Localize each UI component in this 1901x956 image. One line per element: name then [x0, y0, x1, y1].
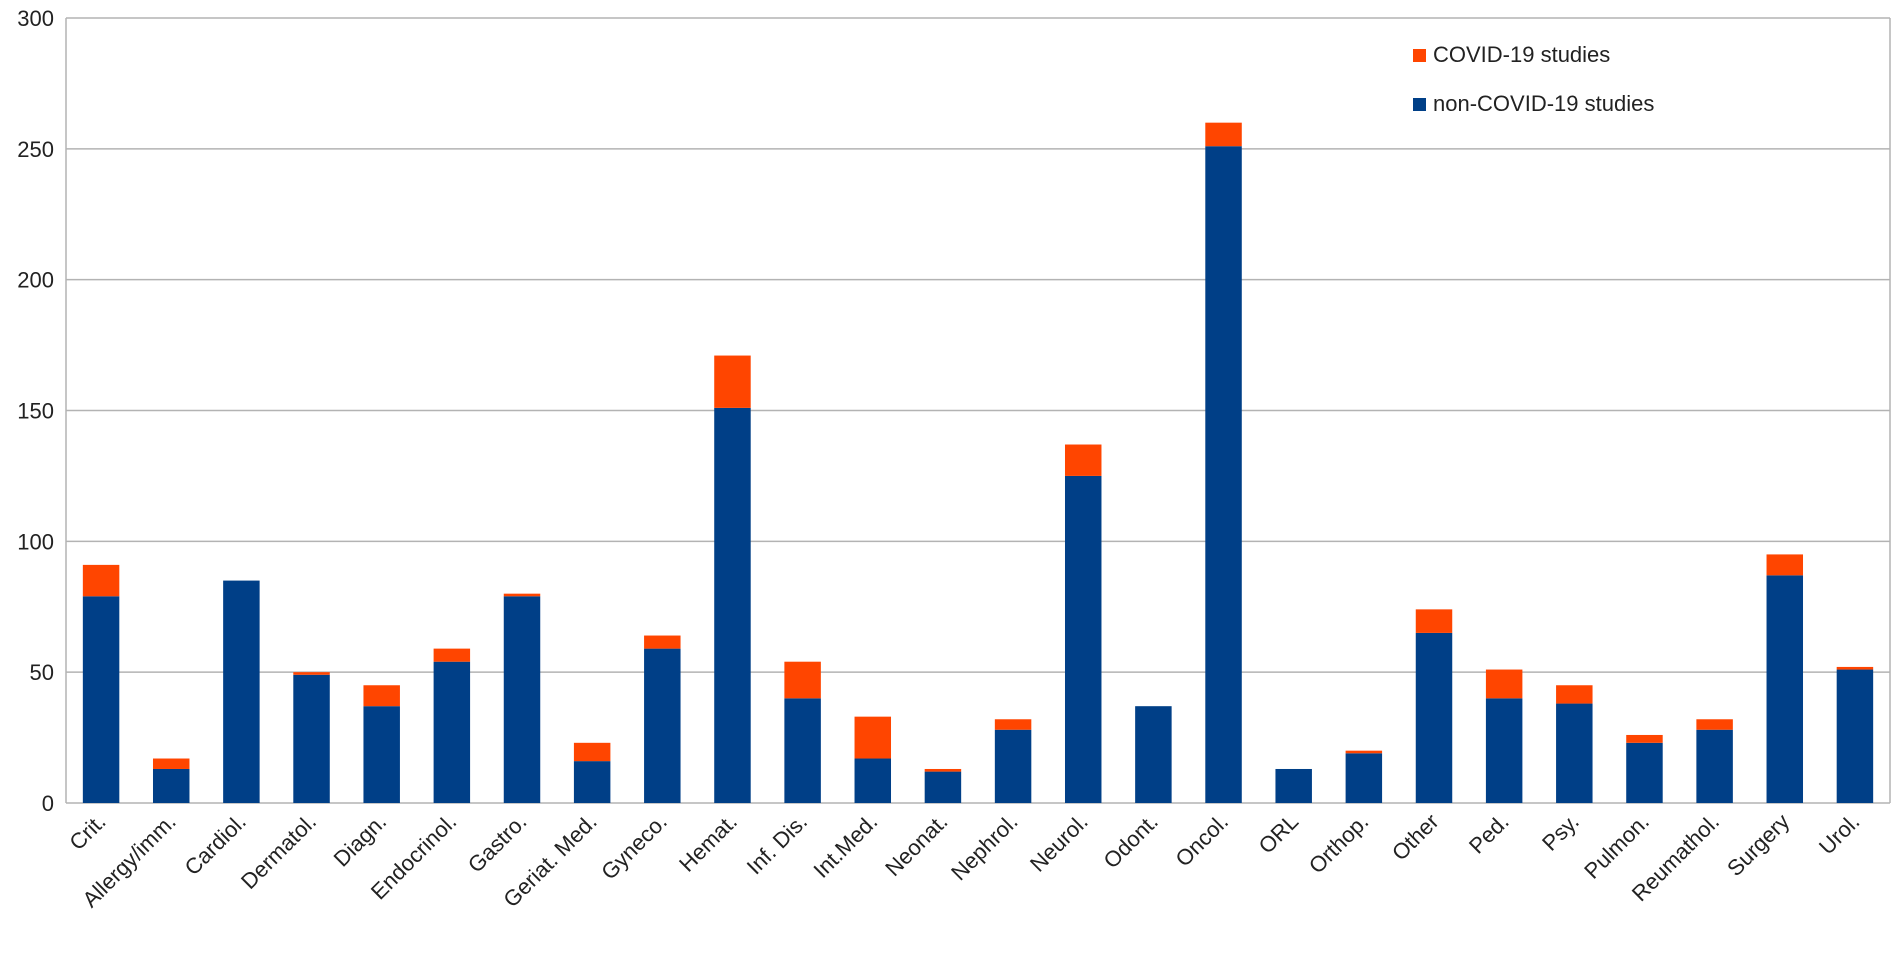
bar-non-covid	[1415, 632, 1453, 803]
bar-covid	[503, 593, 541, 597]
bar-covid	[854, 716, 892, 759]
legend: COVID-19 studies non-COVID-19 studies	[1413, 42, 1654, 116]
bars	[82, 122, 1874, 803]
bar-covid	[924, 768, 962, 772]
x-tick-label: Nephrol.	[946, 809, 1022, 885]
y-tick-label: 0	[42, 791, 54, 816]
bar-non-covid	[854, 758, 892, 803]
gridlines	[66, 17, 1890, 804]
bar-non-covid	[924, 771, 962, 803]
bar-non-covid	[152, 768, 190, 803]
x-tick-label: Odont.	[1099, 809, 1163, 873]
bar-non-covid	[503, 596, 541, 803]
x-tick-label: Int.Med.	[808, 809, 882, 883]
bar-non-covid	[994, 729, 1032, 803]
bar-covid	[1766, 554, 1804, 576]
bar-covid	[152, 758, 190, 769]
y-tick-label: 50	[30, 660, 54, 685]
bar-covid	[293, 672, 330, 675]
bar-covid	[1556, 685, 1593, 704]
bar-non-covid	[1205, 146, 1242, 803]
bar-non-covid	[1345, 753, 1383, 803]
legend-label: non-COVID-19 studies	[1433, 91, 1654, 116]
legend-swatch	[1413, 49, 1426, 62]
bar-covid	[1696, 719, 1733, 730]
bar-covid	[1415, 609, 1453, 633]
bar-non-covid	[1135, 706, 1172, 803]
y-tick-label: 200	[17, 268, 54, 293]
bar-non-covid	[784, 698, 821, 803]
bar-covid	[1485, 669, 1523, 699]
bar-non-covid	[1696, 729, 1733, 803]
bar-non-covid	[573, 761, 611, 803]
bar-non-covid	[714, 407, 751, 803]
bar-covid	[573, 742, 611, 762]
bar-covid	[994, 719, 1032, 730]
x-tick-label: Neonat.	[880, 809, 952, 881]
bar-non-covid	[293, 674, 330, 803]
bar-covid	[784, 661, 821, 699]
bar-non-covid	[644, 648, 681, 803]
y-tick-label: 250	[17, 137, 54, 162]
bar-covid	[644, 635, 681, 649]
bar-covid	[363, 685, 400, 707]
bar-covid	[1836, 666, 1874, 670]
x-tick-label: Crit.	[64, 809, 110, 855]
y-tick-label: 100	[17, 529, 54, 554]
bar-non-covid	[1275, 768, 1312, 803]
x-tick-label: Hemat.	[674, 809, 742, 877]
bar-covid	[1345, 750, 1383, 754]
bar-covid	[714, 355, 751, 408]
bar-non-covid	[1556, 703, 1593, 803]
x-tick-label: Gastro.	[463, 809, 532, 878]
bar-non-covid	[223, 580, 260, 803]
x-tick-label: Cardiol.	[180, 809, 251, 880]
x-tick-label: Surgery	[1722, 809, 1794, 881]
x-tick-label: Neurol.	[1025, 809, 1093, 877]
x-tick-label: Diagn.	[329, 809, 392, 872]
bar-non-covid	[433, 661, 471, 803]
bar-non-covid	[1064, 475, 1102, 803]
bar-non-covid	[1766, 575, 1804, 803]
x-tick-label: Orthop.	[1304, 809, 1374, 879]
x-tick-label: Dermatol.	[236, 809, 321, 894]
bar-covid	[1205, 122, 1242, 147]
x-tick-label: Other	[1387, 809, 1444, 866]
bar-covid	[1064, 444, 1102, 476]
y-tick-label: 150	[17, 399, 54, 424]
x-tick-label: ORL	[1254, 809, 1304, 859]
x-tick-label: Psy.	[1537, 809, 1584, 856]
legend-label: COVID-19 studies	[1433, 42, 1610, 67]
legend-swatch	[1413, 98, 1426, 111]
bar-covid	[433, 648, 471, 662]
bar-covid	[1626, 734, 1663, 743]
x-tick-label: Ped.	[1464, 809, 1514, 859]
bar-non-covid	[1485, 698, 1523, 803]
x-tick-label: Gyneco.	[596, 809, 672, 885]
x-tick-label: Inf. Dis.	[742, 809, 812, 879]
bar-non-covid	[82, 596, 120, 803]
bar-non-covid	[363, 706, 400, 803]
x-tick-label: Urol.	[1814, 809, 1865, 860]
bar-non-covid	[1836, 669, 1874, 803]
bar-non-covid	[1626, 742, 1663, 803]
y-tick-label: 300	[17, 6, 54, 31]
bar-covid	[82, 564, 120, 597]
x-tick-label: Oncol.	[1170, 809, 1233, 872]
